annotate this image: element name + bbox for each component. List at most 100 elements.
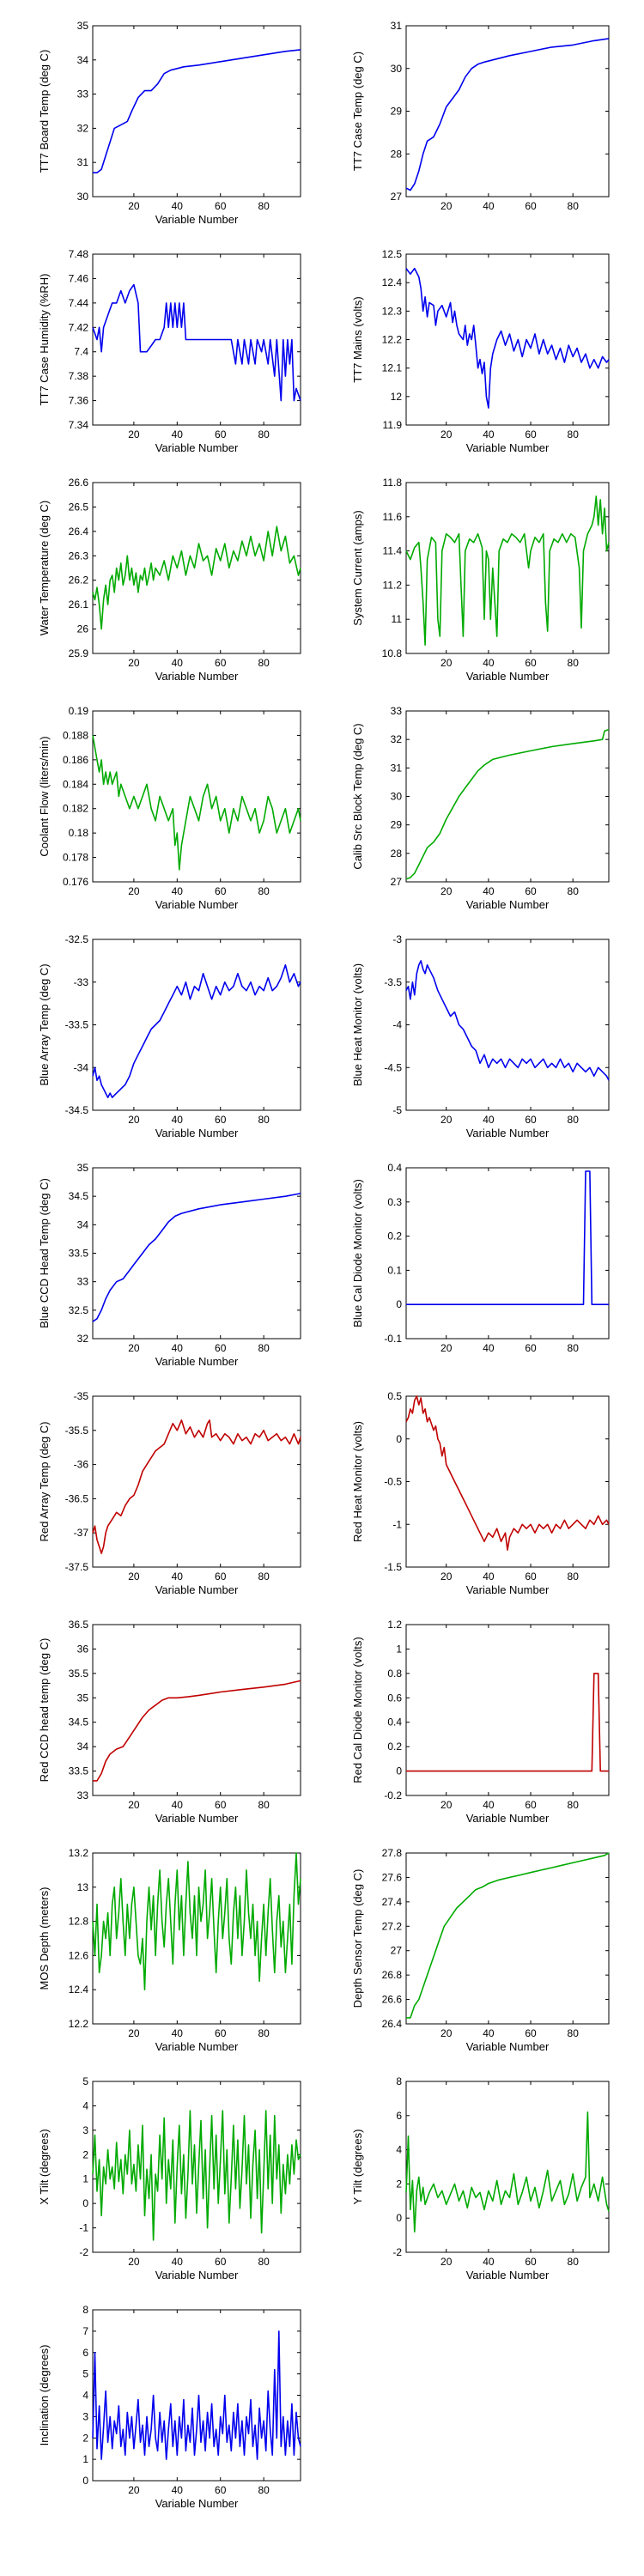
x-tick-label: 40: [172, 2484, 184, 2496]
y-tick-label: 8: [396, 2075, 402, 2087]
y-tick-label: 33: [391, 705, 403, 717]
y-tick-label: 27.2: [382, 1920, 403, 1932]
plot-frame: [405, 2081, 610, 2253]
x-tick-label: 20: [440, 1799, 453, 1811]
x-axis-label: Variable Number: [155, 1355, 239, 1368]
y-tick-label: 6: [396, 2110, 402, 2122]
x-tick-label: 40: [483, 2256, 495, 2268]
y-tick-label: 26.4: [382, 2018, 403, 2030]
chart-panel: 27 28 29 30 31 20 40 60 80 TT7 Case Temp (deg C): [351, 20, 610, 212]
y-tick-label: 12.6: [69, 1949, 89, 1961]
y-tick-label: 3: [82, 2124, 88, 2136]
x-axis-label: Variable Number: [155, 441, 239, 454]
y-tick-label: 13: [77, 1881, 89, 1893]
x-axis-label: Variable Number: [155, 670, 239, 683]
y-tick-label: 3: [82, 2410, 88, 2422]
y-tick-label: 32.5: [69, 1304, 89, 1316]
x-tick-label: 60: [525, 428, 537, 440]
y-tick-label: 27: [391, 1945, 403, 1957]
x-tick-label: 80: [568, 1114, 580, 1126]
y-tick-label: 0.176: [63, 876, 88, 888]
series-line: [406, 1673, 609, 1772]
y-tick-label: 7.38: [69, 370, 89, 382]
y-tick-label: -33.5: [65, 1019, 89, 1031]
plot-frame: [405, 710, 610, 883]
y-tick-label: 32: [77, 1333, 89, 1345]
y-tick-label: 0.1: [387, 1264, 402, 1276]
x-tick-label: 20: [128, 1114, 140, 1126]
y-tick-label: 11.8: [383, 477, 403, 489]
plot-frame: [92, 939, 301, 1111]
y-axis-label: Red CCD head temp (deg C): [38, 1638, 51, 1783]
y-tick-label: 1.2: [387, 1619, 402, 1631]
plot-frame: [92, 25, 301, 197]
series-line: [92, 1193, 301, 1322]
series-line: [406, 1852, 610, 2019]
y-tick-label: -34.5: [65, 1104, 89, 1116]
x-tick-label: 80: [258, 200, 270, 212]
y-tick-label: 27.6: [382, 1871, 403, 1883]
x-tick-label: 80: [568, 200, 580, 212]
y-tick-label: 1: [82, 2173, 88, 2185]
series-line: [92, 964, 301, 1098]
x-tick-label: 40: [172, 1571, 184, 1583]
x-tick-label: 80: [568, 1342, 580, 1354]
y-tick-label: 0: [82, 2475, 88, 2487]
chart-panel: 27 28 29 30 31 32 33 20 40 60 80 Variable Number Cal…: [351, 705, 610, 911]
x-tick-label: 80: [568, 428, 580, 440]
y-tick-label: -35.5: [65, 1425, 89, 1437]
y-tick-label: 26.4: [69, 526, 89, 538]
y-tick-label: -4.5: [384, 1061, 402, 1073]
y-tick-label: 26.2: [69, 574, 89, 586]
y-tick-label: 10.8: [382, 647, 403, 659]
series-line: [405, 495, 610, 646]
plot-frame: [405, 25, 610, 197]
y-tick-label: 30: [391, 63, 403, 75]
y-tick-label: 33: [77, 88, 89, 100]
y-tick-label: 7.34: [69, 419, 89, 431]
y-tick-label: 33.5: [69, 1248, 89, 1260]
x-axis-label: Variable Number: [466, 1127, 550, 1139]
chart-panel: -37.5 -37 -36.5 -36 -35.5 -35 20 40 60 80 Variable…: [38, 1390, 301, 1596]
x-tick-label: 80: [258, 1342, 270, 1354]
x-axis-label: Variable Number: [155, 1812, 239, 1825]
y-tick-label: 26: [77, 623, 89, 635]
x-tick-label: 60: [525, 1571, 537, 1583]
y-tick-label: -0.2: [384, 1789, 402, 1801]
y-tick-label: -37: [74, 1527, 89, 1539]
y-axis-label: Depth Sensor Temp (deg C): [351, 1869, 364, 2008]
x-tick-label: 40: [483, 2027, 495, 2039]
y-tick-label: 5: [82, 2368, 88, 2380]
x-axis-label: Variable Number: [466, 670, 550, 683]
x-tick-label: 20: [440, 1342, 453, 1354]
chart-panel: -34.5 -34 -33.5 -33 -32.5 20 40 60 80 Variable Nu…: [38, 933, 301, 1139]
x-tick-label: 60: [215, 200, 227, 212]
y-tick-label: 27: [391, 191, 403, 203]
y-tick-label: 30: [77, 191, 89, 203]
x-tick-label: 40: [483, 1571, 495, 1583]
y-tick-label: 34: [77, 1218, 89, 1230]
x-tick-label: 20: [440, 1571, 453, 1583]
x-tick-label: 20: [440, 2027, 453, 2039]
y-axis-label: Blue Array Temp (deg C): [38, 963, 51, 1085]
y-tick-label: 12.2: [69, 2018, 89, 2030]
x-tick-label: 60: [215, 1114, 227, 1126]
y-tick-label: -35: [74, 1390, 89, 1402]
y-tick-label: 34.5: [69, 1190, 89, 1202]
y-tick-label: -2: [79, 2246, 88, 2258]
x-tick-label: 40: [172, 885, 184, 897]
x-tick-label: 20: [440, 885, 453, 897]
y-tick-label: 2: [82, 2432, 88, 2444]
series-line: [92, 1419, 301, 1554]
x-tick-label: 60: [525, 1342, 537, 1354]
y-axis-label: Water Temperature (deg C): [38, 501, 51, 636]
y-tick-label: 11.6: [383, 511, 403, 523]
series-line: [405, 267, 610, 409]
x-axis-label: Variable Number: [466, 2269, 550, 2281]
plot-frame: [405, 1852, 610, 2025]
y-axis-label: Blue CCD Head Temp (deg C): [38, 1178, 51, 1328]
chart-panel: 11.9 12 12.1 12.2 12.3 12.4 12.5 20 40 60 80 Variab…: [351, 248, 610, 454]
y-tick-label: 11: [392, 613, 403, 625]
y-tick-label: 0.2: [387, 1741, 402, 1753]
y-tick-label: -2: [392, 2246, 402, 2258]
